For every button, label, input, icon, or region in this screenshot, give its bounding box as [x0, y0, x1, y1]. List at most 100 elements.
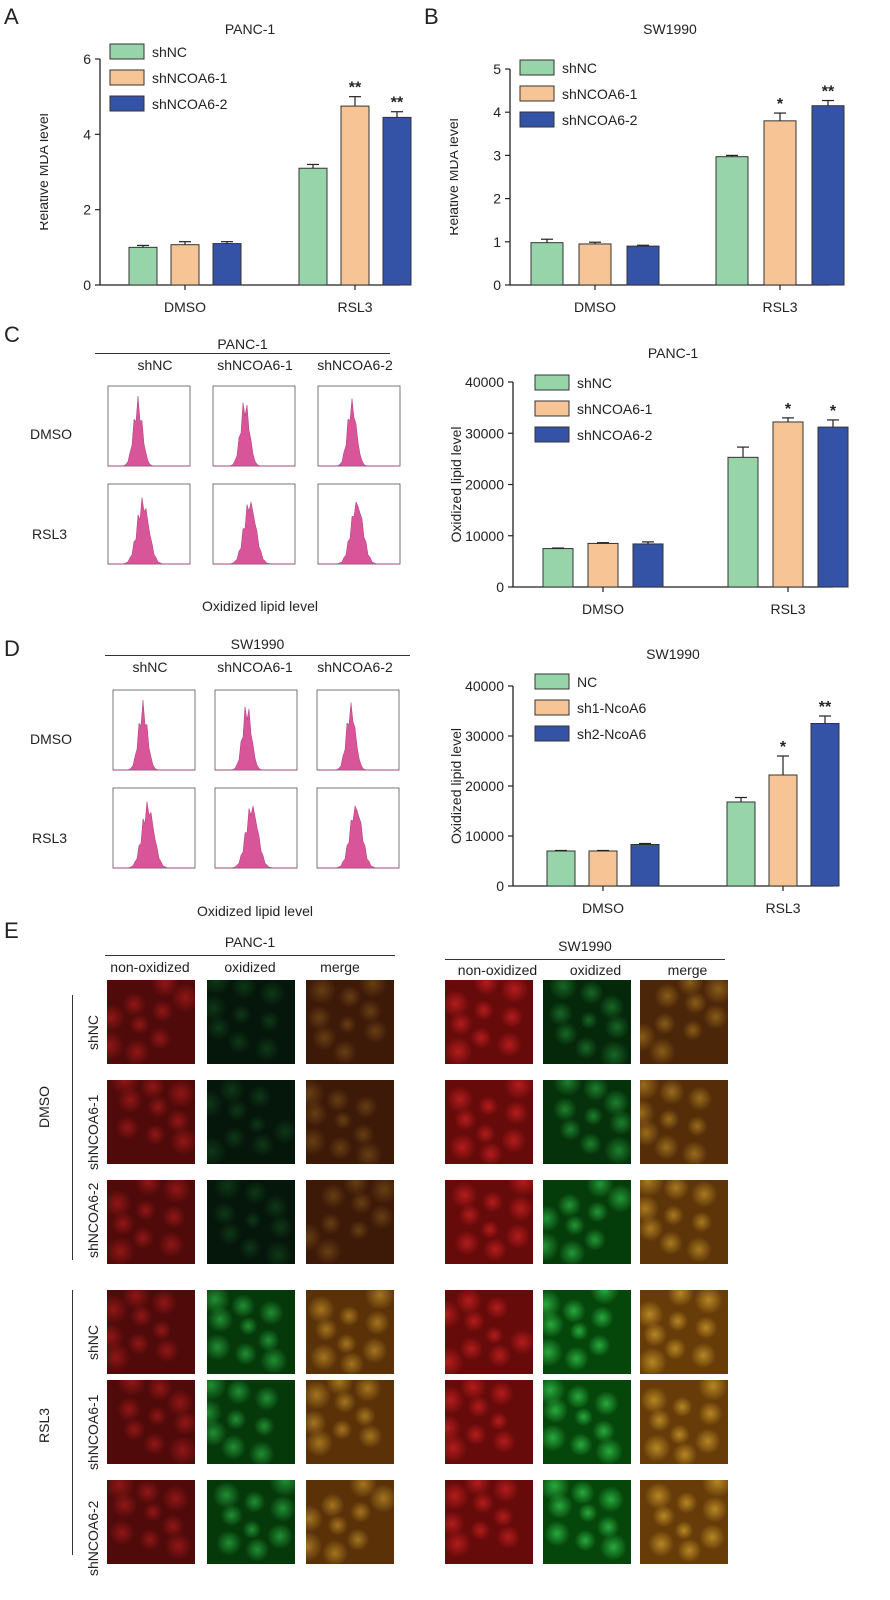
- legend-label: shNCOA6-1: [562, 86, 638, 102]
- micro-row-label: shNCOA6-2: [85, 1182, 101, 1258]
- y-tick-label: 0: [493, 277, 501, 293]
- flow-row-label: RSL3: [32, 830, 68, 846]
- micrograph-green: [207, 1480, 295, 1564]
- legend-swatch: [534, 426, 570, 443]
- micro-col-label: non-oxidized: [457, 962, 538, 978]
- legend-label: shNC: [152, 44, 187, 60]
- legend-label: shNCOA6-2: [152, 96, 228, 112]
- bar: [811, 105, 845, 286]
- group-rule: [72, 995, 73, 1260]
- histogram-peak: [213, 501, 295, 565]
- significance-mark: *: [830, 403, 837, 420]
- bar: [726, 801, 756, 887]
- significance-mark: **: [822, 84, 835, 101]
- significance-mark: *: [785, 401, 792, 418]
- flow-col-label: shNCOA6-1: [217, 357, 293, 373]
- bar: [817, 426, 849, 588]
- flow-row-label: RSL3: [32, 526, 68, 542]
- y-axis-label: Oxidized lipid level: [448, 728, 464, 844]
- panel-label-e: E: [4, 918, 19, 943]
- micrograph-red: [107, 980, 195, 1064]
- bar: [810, 723, 840, 887]
- bar: [727, 456, 759, 588]
- micrograph-green: [207, 1380, 295, 1464]
- bar: [530, 242, 564, 286]
- micro-row-label: shNCOA6-2: [85, 1500, 101, 1576]
- micrograph-merge: [306, 1290, 394, 1374]
- chart-title: SW1990: [646, 646, 700, 662]
- micro-row-label: shNCOA6-1: [85, 1094, 101, 1170]
- flow-histogram-plot: [214, 689, 298, 771]
- histogram-peak: [113, 801, 195, 869]
- y-tick-label: 0: [496, 579, 504, 595]
- micrograph-merge: [306, 1080, 394, 1164]
- histogram-peak: [213, 402, 295, 467]
- flow-col-label: shNCOA6-2: [317, 659, 393, 675]
- y-tick-label: 0: [83, 277, 91, 293]
- bar: [546, 850, 576, 887]
- flow-xlabel: Oxidized lipid level: [202, 598, 318, 614]
- micro-header: SW1990: [558, 938, 612, 954]
- bar: [772, 421, 804, 588]
- legend-swatch: [534, 673, 570, 690]
- flow-histogram-plot: [316, 689, 400, 771]
- micro-col-label: merge: [320, 959, 360, 975]
- flow-header: PANC-1: [217, 336, 268, 352]
- y-tick-label: 40000: [465, 678, 504, 694]
- legend-label: sh1-NcoA6: [577, 700, 646, 716]
- micrograph-merge: [640, 980, 728, 1064]
- x-tick-label: DMSO: [582, 601, 624, 617]
- significance-mark: *: [777, 96, 784, 113]
- legend-swatch: [534, 400, 570, 417]
- bar: [298, 167, 328, 286]
- y-tick-label: 4: [493, 104, 501, 120]
- legend-swatch: [534, 699, 570, 716]
- y-tick-label: 6: [83, 51, 91, 67]
- micrograph-green: [543, 1080, 631, 1164]
- micro-group-label: RSL3: [36, 1407, 52, 1443]
- chart-a: PANC-1 Relative MDA level 0 2 4 6 DMSO ** ** RSL3…: [40, 21, 412, 315]
- histogram-peak: [108, 396, 190, 467]
- legend-label: shNCOA6-1: [152, 70, 228, 86]
- flow-histogram-plot: [107, 483, 191, 565]
- y-tick-label: 4: [83, 126, 91, 142]
- micrograph-merge: [306, 980, 394, 1064]
- flow-histogram-plot: [107, 385, 191, 467]
- micrograph-green: [543, 1290, 631, 1374]
- legend-label: shNCOA6-2: [577, 427, 653, 443]
- legend-swatch: [109, 43, 145, 60]
- header-rule: [445, 959, 725, 960]
- bar: [578, 243, 612, 286]
- y-tick-label: 0: [496, 878, 504, 894]
- micrograph-green: [543, 1380, 631, 1464]
- bar: [212, 243, 242, 286]
- micrograph-green: [207, 1290, 295, 1374]
- flow-histogram-plot: [214, 787, 298, 869]
- micrograph-merge: [640, 1290, 728, 1374]
- histogram-peak: [215, 706, 297, 771]
- legend-label: shNC: [562, 60, 597, 76]
- bar: [632, 543, 664, 588]
- micrograph-merge: [306, 1380, 394, 1464]
- micrograph-merge: [640, 1180, 728, 1264]
- panel-label-d: D: [4, 636, 20, 661]
- micro-row-label: shNC: [85, 1014, 101, 1050]
- significance-mark: *: [780, 739, 787, 756]
- micrograph-green: [207, 1080, 295, 1164]
- y-tick-label: 2: [83, 202, 91, 218]
- x-tick-label: DMSO: [164, 299, 206, 315]
- header-rule: [105, 655, 410, 656]
- legend-label: shNCOA6-2: [562, 112, 638, 128]
- y-axis-label: Relative MDA level: [450, 118, 461, 236]
- legend-swatch: [109, 69, 145, 86]
- y-tick-label: 20000: [465, 778, 504, 794]
- y-axis-label: Relative MDA level: [40, 113, 51, 231]
- histogram-peak: [317, 702, 399, 771]
- histogram-peak: [113, 700, 195, 771]
- bar: [588, 850, 618, 887]
- micrograph-red: [107, 1180, 195, 1264]
- micrograph-red: [445, 1080, 533, 1164]
- x-tick-label: DMSO: [582, 900, 624, 916]
- histogram-peak: [215, 805, 297, 869]
- micrograph-red: [107, 1290, 195, 1374]
